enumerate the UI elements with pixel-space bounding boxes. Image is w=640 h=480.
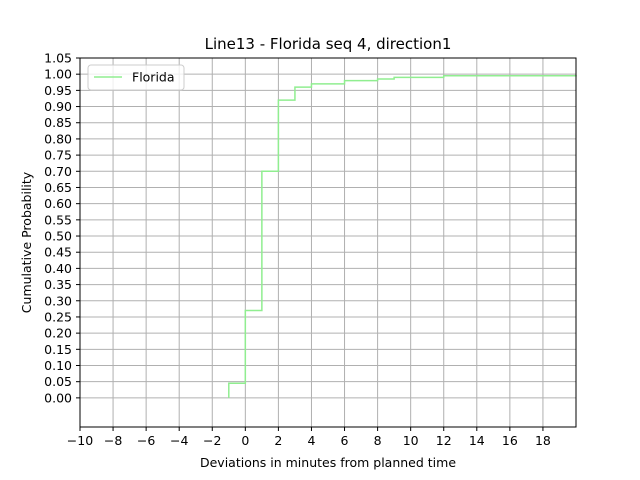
x-tick-label: 0 bbox=[241, 433, 249, 448]
y-tick-label: 0.65 bbox=[44, 180, 72, 195]
y-tick-label: 0.90 bbox=[44, 99, 72, 114]
y-tick-label: 1.00 bbox=[44, 67, 72, 82]
y-axis: 0.000.050.100.150.20 0.250.300.350.400.45… bbox=[44, 51, 80, 405]
y-axis-title: Cumulative Probability bbox=[19, 171, 34, 313]
y-tick-label: 0.85 bbox=[44, 115, 72, 130]
y-tick-label: 0.40 bbox=[44, 261, 72, 276]
x-tick-label: −4 bbox=[170, 433, 188, 448]
y-tick-label: 0.45 bbox=[44, 245, 72, 260]
x-tick-label: 16 bbox=[502, 433, 518, 448]
y-tick-label: 0.70 bbox=[44, 164, 72, 179]
y-tick-label: 0.05 bbox=[44, 374, 72, 389]
grid bbox=[79, 57, 576, 427]
y-tick-label: 0.60 bbox=[44, 196, 72, 211]
x-axis: −10 −8 −6 −4 −2 0 2 4 6 8 10 12 14 16 18 bbox=[67, 427, 551, 448]
x-tick-label: 2 bbox=[274, 433, 282, 448]
y-tick-label: 0.25 bbox=[44, 309, 72, 324]
y-tick-label: 0.35 bbox=[44, 277, 72, 292]
x-tick-label: 12 bbox=[436, 433, 452, 448]
y-tick-label: 0.95 bbox=[44, 83, 72, 98]
y-tick-label: 0.75 bbox=[44, 148, 72, 163]
x-tick-label: −8 bbox=[104, 433, 122, 448]
y-tick-label: 0.50 bbox=[44, 229, 72, 244]
y-tick-label: 0.15 bbox=[44, 342, 72, 357]
y-tick-label: 0.20 bbox=[44, 326, 72, 341]
x-tick-label: 8 bbox=[374, 433, 382, 448]
x-tick-label: 4 bbox=[307, 433, 315, 448]
y-tick-label: 0.00 bbox=[44, 390, 72, 405]
x-tick-label: −6 bbox=[137, 433, 155, 448]
legend-box bbox=[87, 64, 185, 91]
y-tick-label: 0.10 bbox=[44, 358, 72, 373]
y-tick-label: 1.05 bbox=[44, 51, 72, 66]
x-axis-title: Deviations in minutes from planned time bbox=[200, 455, 456, 470]
chart-title: Line13 - Florida seq 4, direction1 bbox=[205, 35, 452, 53]
y-tick-label: 0.80 bbox=[44, 131, 72, 146]
x-tick-label: 14 bbox=[469, 433, 485, 448]
plot-frame bbox=[79, 57, 577, 428]
series-layer bbox=[228, 74, 577, 398]
y-tick-label: 0.30 bbox=[44, 293, 72, 308]
x-tick-label: −2 bbox=[203, 433, 221, 448]
legend-label: Florida bbox=[132, 70, 175, 85]
legend: Florida bbox=[87, 64, 185, 91]
x-tick-label: −10 bbox=[67, 433, 93, 448]
x-tick-label: 6 bbox=[341, 433, 349, 448]
x-tick-label: 10 bbox=[403, 433, 419, 448]
series-line-florida bbox=[228, 74, 577, 398]
y-tick-label: 0.55 bbox=[44, 212, 72, 227]
x-tick-label: 18 bbox=[535, 433, 551, 448]
